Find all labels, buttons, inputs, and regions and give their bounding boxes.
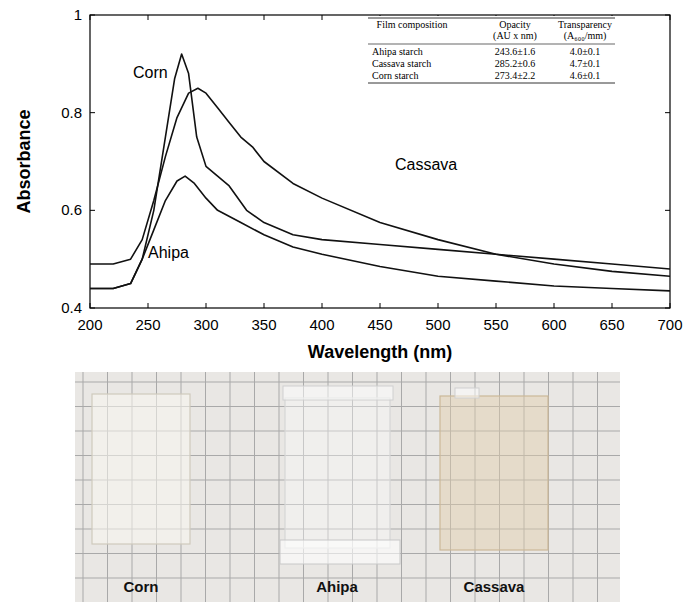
tape bbox=[283, 386, 393, 400]
x-tick-label: 650 bbox=[599, 316, 624, 333]
series-group bbox=[90, 54, 670, 291]
x-tick-label: 300 bbox=[193, 316, 218, 333]
x-axis-title: Wavelength (nm) bbox=[308, 342, 452, 362]
film-sample bbox=[92, 394, 190, 544]
photo-label: Corn bbox=[124, 578, 159, 595]
series-label: Ahipa bbox=[148, 244, 189, 261]
table-header: Opacity bbox=[499, 19, 531, 30]
table-cell: 4.7±0.1 bbox=[570, 58, 601, 69]
inset-table: Film composition Opacity(AU x nm) Transpar… bbox=[368, 16, 615, 86]
x-tick bbox=[612, 303, 613, 308]
film-sample bbox=[285, 398, 390, 548]
series-label: Corn bbox=[133, 64, 168, 81]
x-tick bbox=[670, 303, 671, 308]
x-tick-label: 550 bbox=[483, 316, 508, 333]
x-tick-top bbox=[322, 15, 323, 20]
x-tick-label: 200 bbox=[77, 316, 102, 333]
y-tick-label: 1 bbox=[74, 6, 82, 23]
y-tick-right bbox=[665, 112, 670, 113]
table-header: (AU x nm) bbox=[493, 30, 537, 42]
y-tick-label: 0.6 bbox=[61, 201, 82, 218]
x-tick bbox=[206, 303, 207, 308]
table-background bbox=[368, 16, 615, 86]
y-tick-right bbox=[665, 210, 670, 211]
table-cell: 4.6±0.1 bbox=[570, 70, 601, 81]
plot-frame bbox=[90, 15, 670, 308]
x-tick-label: 250 bbox=[135, 316, 160, 333]
x-tick bbox=[264, 303, 265, 308]
table-cell: 4.0±0.1 bbox=[570, 46, 601, 57]
x-tick-top bbox=[148, 15, 149, 20]
table-cell: Corn starch bbox=[372, 70, 418, 81]
x-tick bbox=[380, 303, 381, 308]
table-header: Transparency bbox=[558, 19, 612, 30]
table-cell: 273.4±2.2 bbox=[495, 70, 536, 81]
x-tick bbox=[554, 303, 555, 308]
x-tick bbox=[90, 303, 91, 308]
y-tick bbox=[90, 15, 95, 16]
paper-grid bbox=[75, 382, 620, 383]
y-tick bbox=[90, 308, 95, 309]
y-tick-right bbox=[665, 15, 670, 16]
x-tick-top bbox=[670, 15, 671, 20]
series-label: Cassava bbox=[395, 156, 457, 173]
table-cell: Cassava starch bbox=[372, 58, 431, 69]
film-sample bbox=[440, 396, 548, 550]
x-tick bbox=[322, 303, 323, 308]
tape bbox=[455, 388, 479, 398]
x-tick-top bbox=[264, 15, 265, 20]
x-tick bbox=[438, 303, 439, 308]
table-header: (A₆₀₀/mm) bbox=[564, 30, 607, 42]
spectrum-line bbox=[90, 54, 670, 288]
photo: Corn Ahipa Cassava bbox=[75, 372, 620, 602]
table-rule bbox=[368, 44, 615, 45]
photo-background bbox=[75, 372, 620, 602]
x-tick bbox=[148, 303, 149, 308]
table-rule bbox=[368, 83, 615, 84]
y-tick-label: 0.4 bbox=[61, 299, 82, 316]
table-header: Film composition bbox=[377, 19, 448, 30]
x-tick-label: 450 bbox=[367, 316, 392, 333]
photo-label: Cassava bbox=[464, 578, 526, 595]
x-tick-label: 400 bbox=[309, 316, 334, 333]
x-tick-label: 350 bbox=[251, 316, 276, 333]
y-tick bbox=[90, 210, 95, 211]
canvas: 200 250 300 350 400 450 500 550 600 650 700 0.4 0.6 0… bbox=[0, 0, 692, 606]
x-tick-label: 700 bbox=[657, 316, 682, 333]
x-tick-top bbox=[90, 15, 91, 20]
x-tick-top bbox=[206, 15, 207, 20]
table-cell: Ahipa starch bbox=[372, 46, 423, 57]
y-tick-right bbox=[665, 308, 670, 309]
x-tick-label: 600 bbox=[541, 316, 566, 333]
tape bbox=[280, 540, 400, 564]
photo-label: Ahipa bbox=[316, 578, 358, 595]
table-cell: 243.6±1.6 bbox=[495, 46, 536, 57]
x-tick-label: 500 bbox=[425, 316, 450, 333]
spectrum-line bbox=[90, 176, 670, 291]
y-axis-title: Absorbance bbox=[14, 109, 34, 213]
table-cell: 285.2±0.6 bbox=[495, 58, 536, 69]
y-tick-label: 0.8 bbox=[61, 104, 82, 121]
y-tick bbox=[90, 112, 95, 113]
root: 200 250 300 350 400 450 500 550 600 650 700 0.4 0.6 0… bbox=[0, 0, 692, 606]
x-tick bbox=[496, 303, 497, 308]
